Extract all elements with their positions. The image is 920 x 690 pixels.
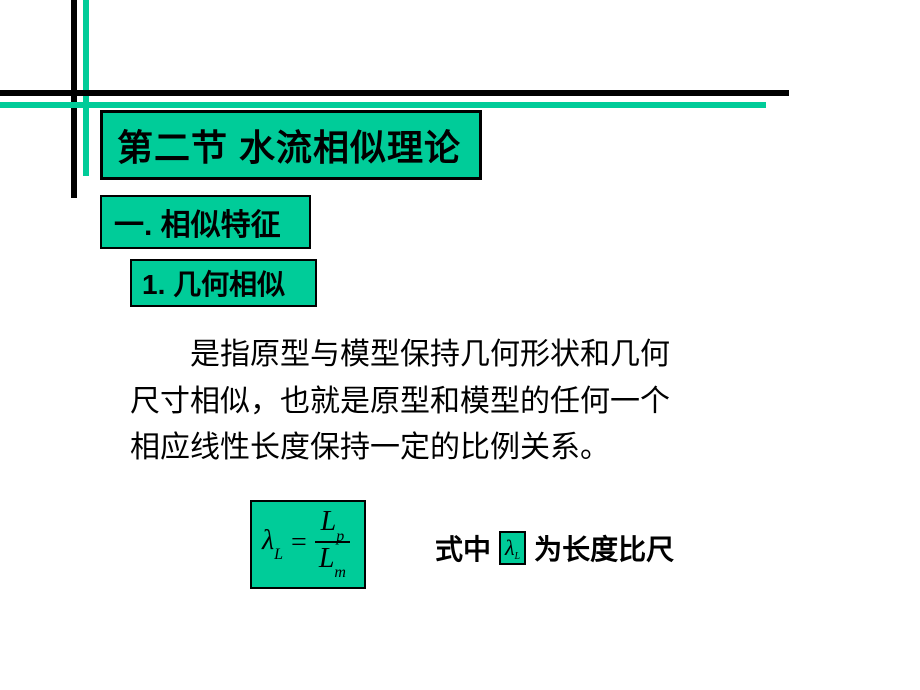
caption-suffix: 为长度比尺 (534, 528, 674, 568)
lambda-subscript: L (274, 546, 283, 563)
caption-prefix: 式中 (435, 528, 491, 568)
body-line-3: 相应线性长度保持一定的比例关系。 (130, 431, 610, 464)
decor-horiz-2 (0, 102, 766, 108)
den-sub: m (334, 564, 346, 581)
num-sym: L (321, 506, 337, 537)
subsection-2-text: 1. 几何相似 (142, 269, 285, 300)
subsection-1-text: 一. 相似特征 (114, 209, 281, 242)
equals-sign: = (291, 527, 307, 559)
formula-lhs: λL (262, 525, 283, 561)
lambda-inline-sub: L (515, 551, 521, 562)
fraction-numerator: Lp (317, 508, 349, 541)
formula-row: λL = Lp Lm 式中 λL 为长度比尺 (0, 490, 920, 610)
formula-caption: 式中 λL 为长度比尺 (435, 528, 674, 568)
subsection-1: 一. 相似特征 (100, 195, 311, 249)
decor-vert-2 (83, 0, 89, 176)
body-line-2: 尺寸相似，也就是原型和模型的任何一个 (130, 385, 670, 418)
formula-fraction: Lp Lm (315, 508, 350, 577)
decor-vert-1 (71, 0, 77, 198)
decor-horiz-1 (0, 90, 789, 96)
lambda-symbol: λ (262, 525, 274, 556)
section-title-text: 第二节 水流相似理论 (117, 119, 461, 171)
section-title: 第二节 水流相似理论 (100, 110, 482, 180)
fraction-denominator: Lm (315, 541, 350, 578)
body-line-1: 是指原型与模型保持几何形状和几何 (190, 338, 670, 371)
body-paragraph: 是指原型与模型保持几何形状和几何 尺寸相似，也就是原型和模型的任何一个 相应线性… (130, 332, 810, 472)
lambda-inline-sym: λ (505, 535, 515, 561)
lambda-inline-box: λL (499, 531, 526, 565)
num-sub: p (336, 528, 344, 545)
subsection-2: 1. 几何相似 (130, 259, 317, 307)
den-sym: L (319, 543, 335, 574)
formula-box: λL = Lp Lm (250, 500, 366, 589)
